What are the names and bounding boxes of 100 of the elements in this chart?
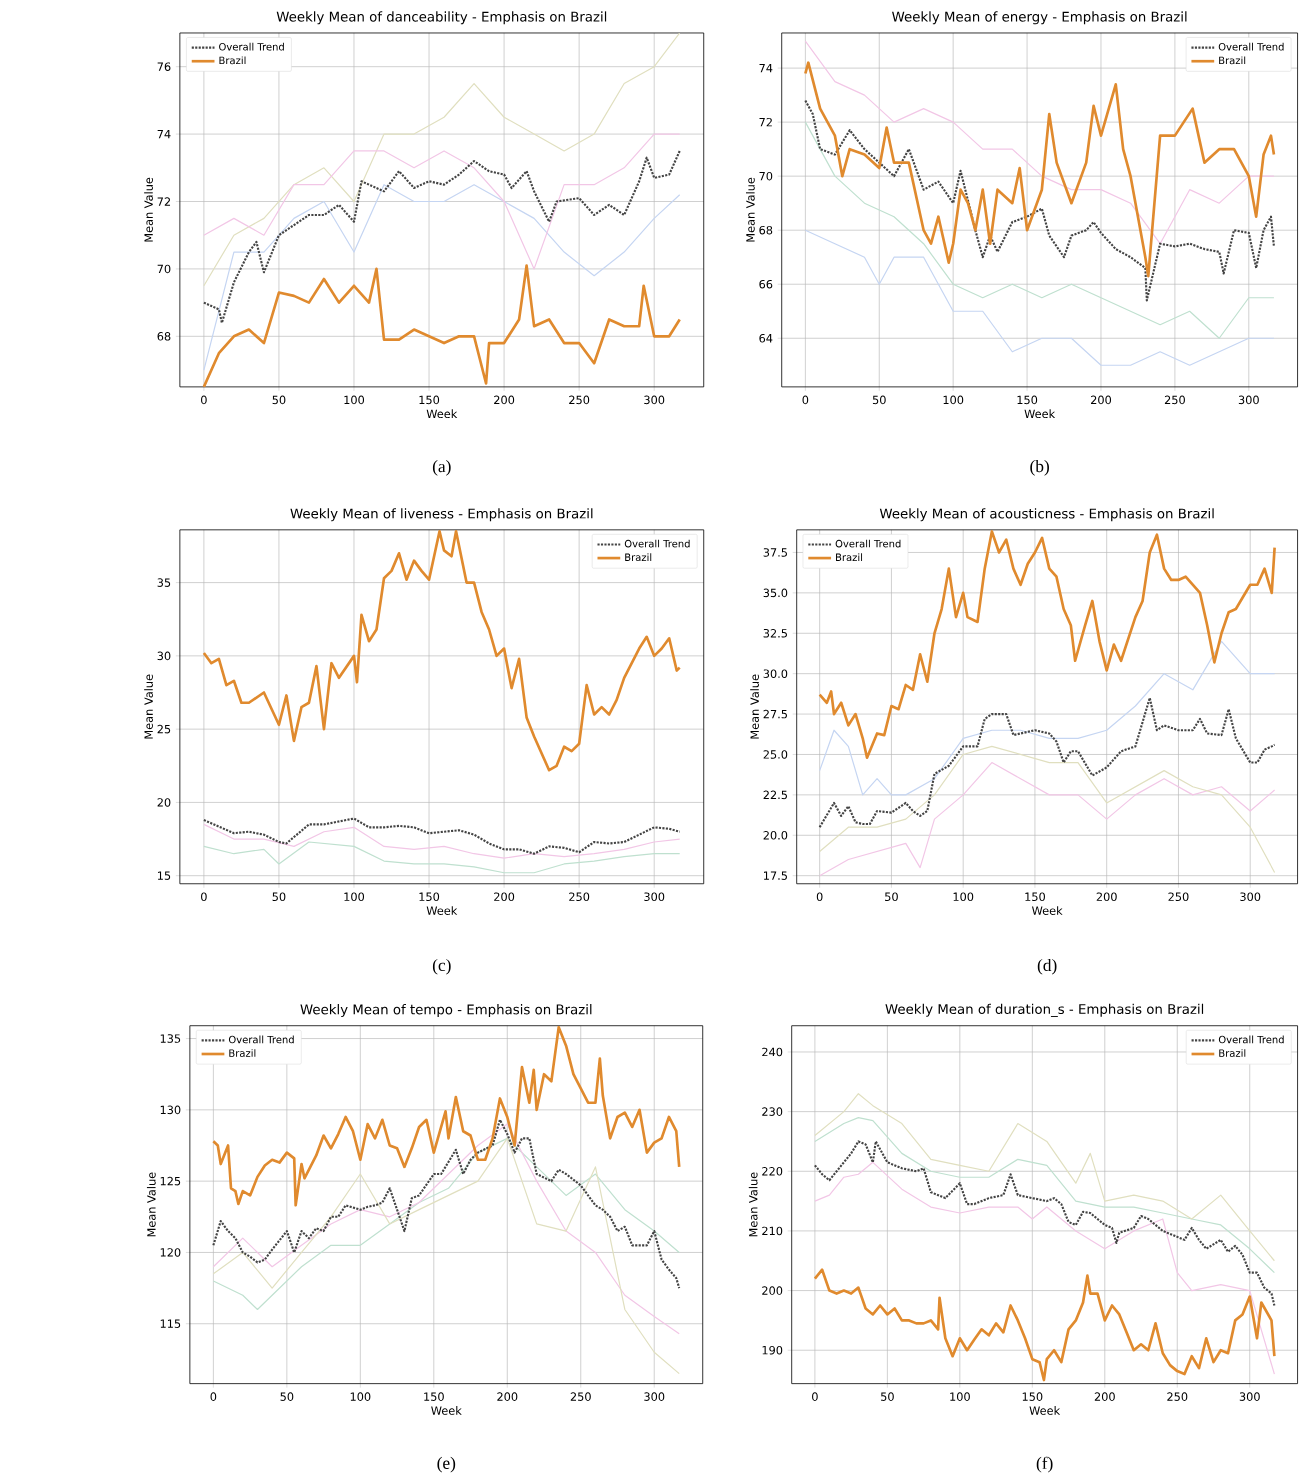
y-tick-label: 76 xyxy=(157,62,171,71)
y-tick-label: 20.0 xyxy=(763,830,788,840)
y-axis-title: Mean Value xyxy=(147,1172,156,1237)
x-tick-label: 250 xyxy=(569,395,590,405)
x-tick-label: 200 xyxy=(497,1392,518,1401)
x-tick-label: 0 xyxy=(802,395,809,405)
x-tick-label: 200 xyxy=(1095,1392,1116,1401)
legend-label: Overall Trend xyxy=(625,539,690,548)
chart-title: Weekly Mean of duration_s - Emphasis on Brazil xyxy=(885,1003,1204,1018)
chart-title: Weekly Mean of danceability - Emphasis on Brazil xyxy=(276,11,607,25)
y-tick-label: 115 xyxy=(161,1319,181,1328)
legend-label: Overall Trend xyxy=(229,1035,294,1044)
x-tick-label: 0 xyxy=(812,1392,818,1401)
chart-title: Weekly Mean of liveness - Emphasis on Brazil xyxy=(290,508,593,522)
legend-label: Brazil xyxy=(1219,56,1246,65)
y-axis-title: Mean Value xyxy=(748,1172,758,1237)
y-tick-label: 230 xyxy=(762,1107,783,1116)
x-tick-label: 300 xyxy=(644,1392,665,1401)
legend-label: Brazil xyxy=(229,1049,256,1057)
text: (d) xyxy=(1038,958,1057,975)
chart-title: Weekly Mean of energy - Emphasis on Brazil xyxy=(892,11,1187,25)
x-tick-label: 50 xyxy=(885,892,899,902)
x-tick-label: 150 xyxy=(1025,892,1046,902)
y-tick-label: 72 xyxy=(157,197,171,206)
y-tick-label: 240 xyxy=(762,1047,783,1057)
x-tick-label: 150 xyxy=(1017,395,1038,405)
y-tick-label: 210 xyxy=(762,1226,783,1236)
legend-label: Brazil xyxy=(836,553,863,562)
x-tick-label: 50 xyxy=(272,892,286,902)
x-tick-label: 0 xyxy=(210,1392,217,1401)
y-tick-label: 35.0 xyxy=(763,588,788,598)
x-tick-label: 50 xyxy=(272,395,286,405)
y-tick-label: 200 xyxy=(762,1286,783,1295)
y-tick-label: 68 xyxy=(157,332,171,341)
x-tick-label: 0 xyxy=(201,395,207,405)
y-tick-label: 20 xyxy=(157,798,171,807)
x-tick-label: 150 xyxy=(424,1392,445,1401)
x-tick-label: 250 xyxy=(569,892,590,902)
x-tick-label: 300 xyxy=(1239,395,1260,405)
chart-title: Weekly Mean of acousticness - Emphasis on Brazil xyxy=(880,508,1214,522)
x-tick-label: 50 xyxy=(280,1392,294,1401)
y-tick-label: 22.5 xyxy=(763,790,788,800)
x-axis-title: Week xyxy=(1024,409,1056,419)
x-tick-label: 250 xyxy=(1165,395,1186,405)
y-tick-label: 125 xyxy=(161,1176,181,1186)
text: (c) xyxy=(433,958,451,975)
legend-label: Overall Trend xyxy=(1218,42,1284,51)
x-tick-label: 300 xyxy=(1240,892,1261,902)
x-tick-label: 200 xyxy=(1091,395,1112,405)
y-tick-label: 130 xyxy=(161,1105,181,1115)
x-tick-label: 300 xyxy=(644,395,665,405)
x-tick-label: 200 xyxy=(494,892,515,902)
y-tick-label: 17.5 xyxy=(764,871,788,880)
text: (a) xyxy=(433,460,451,476)
x-tick-label: 100 xyxy=(344,395,365,405)
x-tick-label: 250 xyxy=(1168,892,1189,902)
legend-label: Brazil xyxy=(625,553,652,562)
y-tick-label: 70 xyxy=(759,171,773,181)
y-tick-label: 120 xyxy=(161,1248,181,1257)
y-tick-label: 64 xyxy=(759,333,773,343)
legend-label: Brazil xyxy=(1219,1049,1246,1057)
y-tick-label: 15 xyxy=(158,871,171,880)
chart-title: Weekly Mean of tempo - Emphasis on Brazil xyxy=(300,1004,592,1018)
y-tick-label: 135 xyxy=(161,1034,181,1043)
text: (e) xyxy=(437,1456,456,1473)
x-tick-label: 250 xyxy=(1167,1392,1188,1401)
x-tick-label: 100 xyxy=(953,892,974,902)
y-tick-label: 37.5 xyxy=(763,548,788,557)
y-tick-label: 74 xyxy=(759,63,773,73)
x-tick-label: 150 xyxy=(1022,1392,1043,1401)
x-tick-label: 150 xyxy=(419,892,440,902)
legend-label: Overall Trend xyxy=(219,42,285,51)
y-tick-label: 190 xyxy=(762,1345,783,1355)
x-tick-label: 100 xyxy=(950,1392,971,1401)
x-tick-label: 0 xyxy=(201,892,207,902)
y-tick-label: 30 xyxy=(157,651,171,661)
y-tick-label: 70 xyxy=(157,264,171,274)
legend-label: Overall Trend xyxy=(835,539,901,548)
y-tick-label: 30.0 xyxy=(763,669,788,678)
x-tick-label: 100 xyxy=(943,395,964,405)
y-tick-label: 32.5 xyxy=(763,628,788,638)
legend-label: Brazil xyxy=(219,56,246,65)
x-axis-title: Week xyxy=(426,409,458,419)
x-tick-label: 50 xyxy=(873,395,886,405)
y-tick-label: 25.0 xyxy=(763,750,788,759)
x-axis-title: Week xyxy=(1029,1406,1061,1415)
x-axis-title: Week xyxy=(1032,906,1063,915)
x-tick-label: 50 xyxy=(881,1392,895,1401)
legend-label: Overall Trend xyxy=(1219,1035,1284,1044)
y-tick-label: 27.5 xyxy=(763,709,788,719)
x-tick-label: 100 xyxy=(344,892,365,902)
y-axis-title: Mean Value xyxy=(144,674,154,739)
x-tick-label: 100 xyxy=(350,1392,371,1401)
text: (f) xyxy=(1036,1456,1053,1473)
x-tick-label: 200 xyxy=(494,395,515,405)
x-axis-title: Week xyxy=(426,906,458,915)
y-axis-title: Mean Value xyxy=(746,177,755,242)
y-tick-label: 68 xyxy=(759,225,773,235)
x-tick-label: 300 xyxy=(1240,1392,1261,1401)
y-tick-label: 72 xyxy=(759,117,773,127)
